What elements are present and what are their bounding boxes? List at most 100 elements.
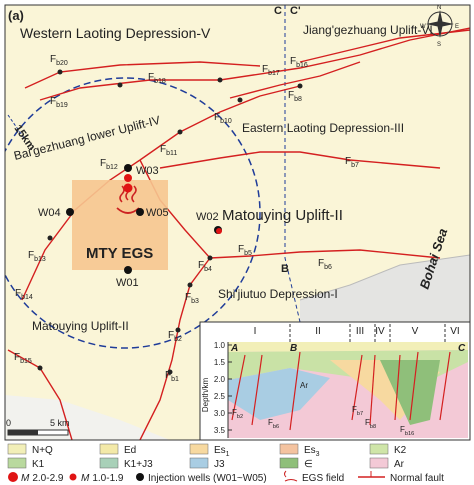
section-point: C xyxy=(274,5,282,17)
legend-unit-main: ∈ xyxy=(304,459,313,470)
fault-label: Fb15 xyxy=(14,352,32,365)
fault-label: Fb12 xyxy=(100,158,118,171)
magnitude-symbol: M xyxy=(21,473,30,484)
fault-label-sub: b13 xyxy=(34,256,46,263)
fault-label-sub: b12 xyxy=(106,164,118,171)
fault-label: Fb7 xyxy=(345,156,359,169)
section-point: C xyxy=(458,343,466,354)
well-label: W04 xyxy=(38,207,61,219)
fault-label: Fb17 xyxy=(262,64,280,77)
fault-label-sub: b2 xyxy=(174,336,182,343)
fault-label-main: F xyxy=(318,258,324,269)
zone-label: V xyxy=(412,326,419,337)
legend-unit: K2 xyxy=(394,445,407,456)
zone-label: IV xyxy=(375,326,385,337)
fault-label-sub: b19 xyxy=(56,102,68,109)
legend-field: EGS field xyxy=(302,473,344,484)
depth-tick-label: 1.5 xyxy=(214,358,226,367)
legend-unit-main: N+Q xyxy=(32,445,53,456)
legend-swatch xyxy=(99,457,119,469)
fault-label: Fb14 xyxy=(15,288,33,301)
region-label: Shi'jiutuo Depression-I xyxy=(218,287,338,301)
section-fault-label-sub: b2 xyxy=(237,414,243,420)
legend-unit-sub: 1 xyxy=(226,451,230,458)
legend-swatch xyxy=(189,443,209,455)
depth-tick-label: 2.5 xyxy=(214,392,226,401)
zone-label: III xyxy=(356,326,364,337)
section-fault-label: Fb8 xyxy=(365,418,376,430)
fault-label-sub: b17 xyxy=(268,70,280,77)
fault-label-sub: b10 xyxy=(220,118,232,125)
fault-label-sub: b7 xyxy=(351,162,359,169)
fault-label-main: F xyxy=(148,72,154,83)
axis-label: Depth/km xyxy=(201,378,210,413)
fault-label-sub: b8 xyxy=(294,96,302,103)
fault-label-main: F xyxy=(165,370,171,381)
zone-label: II xyxy=(315,326,321,337)
section-fault-label-main: F xyxy=(400,425,405,434)
legend-unit: Ed xyxy=(124,445,136,456)
compass-letter: S xyxy=(437,42,441,48)
fault-label-main: F xyxy=(50,96,56,107)
compass-letter: W xyxy=(420,24,426,30)
legend-swatch xyxy=(7,457,27,469)
fault-label-sub: b1 xyxy=(171,376,179,383)
fault-label-sub: b16 xyxy=(296,62,308,69)
fault-label: Fb4 xyxy=(198,260,212,273)
section-fault-label-main: F xyxy=(365,418,370,427)
region-label: Matouying Uplift-II xyxy=(222,207,343,224)
fault-label-sub: b14 xyxy=(21,294,33,301)
fault-label-sub: b4 xyxy=(204,266,212,273)
scale-label: 0 xyxy=(6,418,11,428)
legend-unit: K1+J3 xyxy=(124,459,153,470)
fault-label-main: F xyxy=(288,90,294,101)
legend-unit-main: Es xyxy=(214,445,226,456)
section-point: B xyxy=(281,263,289,275)
legend-unit-main: K2 xyxy=(394,445,407,456)
section-fault-label-sub: b7 xyxy=(357,411,363,417)
fault-label: Fb5 xyxy=(238,244,252,257)
legend-unit: J3 xyxy=(214,459,225,470)
section-fault-label-sub: b16 xyxy=(405,431,414,437)
compass-letter: E xyxy=(455,24,459,30)
legend-unit: N+Q xyxy=(32,445,53,456)
legend-unit-main: Ed xyxy=(124,445,136,456)
legend-magnitude: M 1.0-1.9 xyxy=(81,473,124,484)
fault-label: Fb2 xyxy=(168,330,182,343)
depth-tick-label: 3.5 xyxy=(214,426,226,435)
legend-unit: Ar xyxy=(394,459,405,470)
fault-label-main: F xyxy=(198,260,204,271)
section-fault-label: Fb16 xyxy=(400,425,414,437)
section-fault-label-main: F xyxy=(352,405,357,414)
depth-tick-label: 2.0 xyxy=(214,375,226,384)
fault-label: Fb1 xyxy=(165,370,179,383)
depth-tick-label: 3.0 xyxy=(214,409,226,418)
unit-label: Ar xyxy=(300,381,308,390)
legend-swatch xyxy=(369,457,389,469)
legend-field-icon xyxy=(284,470,298,482)
legend-swatch xyxy=(189,457,209,469)
well-label: W02 xyxy=(196,211,219,223)
legend-unit-sub: 3 xyxy=(316,451,320,458)
scale-label: 5 km xyxy=(50,418,70,428)
fault-label-main: F xyxy=(100,158,106,169)
legend-unit-main: Ar xyxy=(394,459,405,470)
legend-unit-main: K1+J3 xyxy=(124,459,153,470)
section-fault-label-sub: b6 xyxy=(273,424,279,430)
magnitude-range: 1.0-1.9 xyxy=(92,473,124,484)
fault-label: Fb8 xyxy=(288,90,302,103)
depth-tick-label: 1.0 xyxy=(214,341,226,350)
fault-label: Fb10 xyxy=(214,112,232,125)
fault-label-sub: b6 xyxy=(324,264,332,271)
compass-letter: N xyxy=(437,5,441,11)
fault-label: Fb11 xyxy=(160,144,177,157)
legend-unit: ∈ xyxy=(304,459,313,470)
legend-swatch xyxy=(279,443,299,455)
fault-label-main: F xyxy=(14,352,20,363)
fault-label-main: F xyxy=(15,288,21,299)
legend-wells: Injection wells (W01~W05) xyxy=(148,473,267,484)
region-label: Western Laoting Depression-V xyxy=(20,25,211,41)
fault-label-sub: b15 xyxy=(20,358,32,365)
legend-unit-main: K1 xyxy=(32,459,45,470)
field-label: MTY EGS xyxy=(86,245,153,262)
